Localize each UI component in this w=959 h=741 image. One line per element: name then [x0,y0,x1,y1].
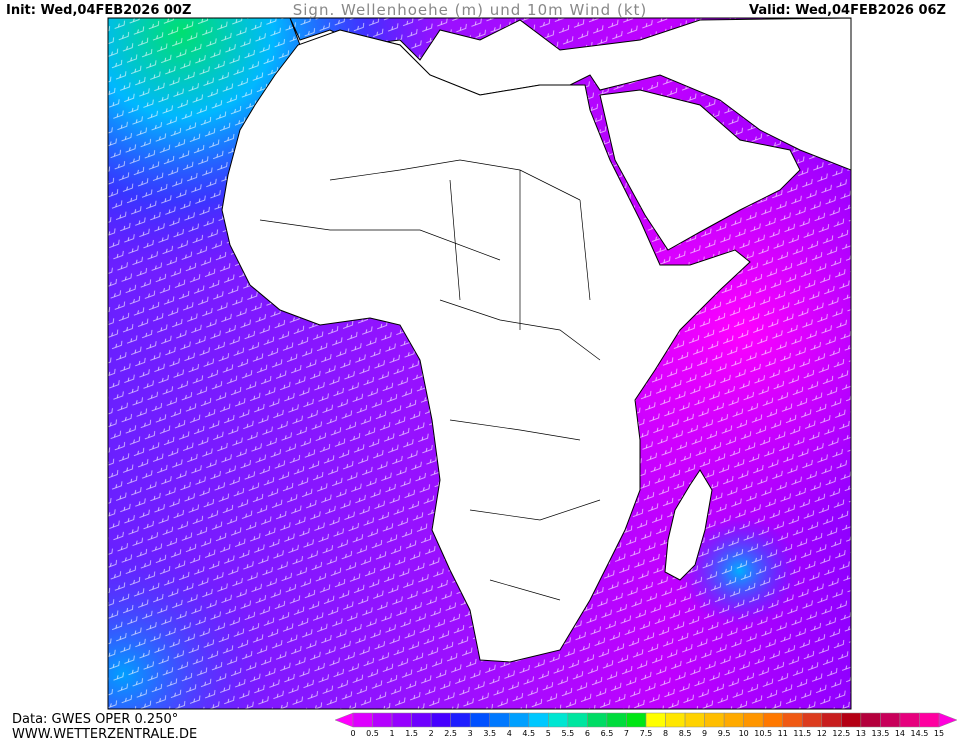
map-frame [107,17,852,710]
colorbar-box [665,712,686,728]
colorbar-box [723,712,744,728]
colorbar-label: 11 [778,729,788,738]
colorbar-label: 3.5 [483,729,496,738]
colorbar-label: 12 [817,729,827,738]
colorbar-label: 9.5 [718,729,731,738]
colorbar-label: 7.5 [640,729,653,738]
colorbar-label: 4.5 [522,729,535,738]
colorbar-label: 9 [702,729,707,738]
colorbar-box [684,712,705,728]
colorbar-box [548,712,569,728]
colorbar-label: 13.5 [871,729,889,738]
colorbar: 0 0.5 1 1.5 2 2.5 3 3.5 4 4.5 5 5.5 6 6.5 7 7.5 8 8.5 9 9.5… [334,712,958,738]
valid-time: Valid: Wed,04FEB2026 06Z [749,3,946,18]
colorbar-label: 11.5 [793,729,811,738]
data-source: Data: GWES OPER 0.250° [12,712,178,727]
colorbar-label: 3 [468,729,473,738]
colorbar-box [391,712,412,728]
colorbar-box [411,712,432,728]
colorbar-box [880,712,901,728]
colorbar-box [841,712,862,728]
borders [259,159,601,601]
colorbar-box [450,712,471,728]
colorbar-box [860,712,881,728]
colorbar-label: 15 [934,729,944,738]
colorbar-label: 8 [663,729,668,738]
colorbar-over [938,712,958,728]
colorbar-box [899,712,920,728]
colorbar-label: 1 [390,729,395,738]
colorbar-under [334,712,354,728]
colorbar-box [469,712,490,728]
colorbar-label: 4 [507,729,512,738]
colorbar-label: 7 [624,729,629,738]
colorbar-label: 14 [895,729,905,738]
colorbar-label: 2.5 [444,729,457,738]
africa [221,29,751,663]
colorbar-label: 6 [585,729,590,738]
colorbar-box [802,712,823,728]
colorbar-label: 6.5 [601,729,614,738]
colorbar-label: 10.5 [754,729,772,738]
colorbar-label: 14.5 [911,729,929,738]
website: WWW.WETTERZENTRALE.DE [12,727,197,741]
map-title: Sign. Wellenhoehe (m) und 10m Wind (kt) [293,1,648,19]
colorbar-label: 10 [739,729,749,738]
colorbar-box [743,712,764,728]
colorbar-box [762,712,783,728]
init-time: Init: Wed,04FEB2026 00Z [6,3,191,18]
colorbar-label: 5.5 [561,729,574,738]
colorbar-label: 13 [856,729,866,738]
colorbar-box [567,712,588,728]
colorbar-label: 8.5 [679,729,692,738]
colorbar-box [430,712,451,728]
colorbar-label: 12.5 [832,729,850,738]
colorbar-label: 0.5 [366,729,379,738]
colorbar-label: 2 [429,729,434,738]
colorbar-label: 5 [546,729,551,738]
colorbar-box [606,712,627,728]
colorbar-label: 1.5 [405,729,418,738]
map [108,18,851,709]
colorbar-box [372,712,393,728]
colorbar-box [509,712,530,728]
colorbar-box [919,712,940,728]
colorbar-box [821,712,842,728]
colorbar-box [587,712,608,728]
colorbar-box [528,712,549,728]
arabia [599,89,801,251]
colorbar-label: 0 [350,729,355,738]
colorbar-box [489,712,510,728]
colorbar-box [704,712,725,728]
colorbar-box [626,712,647,728]
colorbar-box [352,712,373,728]
colorbar-box [645,712,666,728]
colorbar-box [782,712,803,728]
madagascar [664,469,713,581]
